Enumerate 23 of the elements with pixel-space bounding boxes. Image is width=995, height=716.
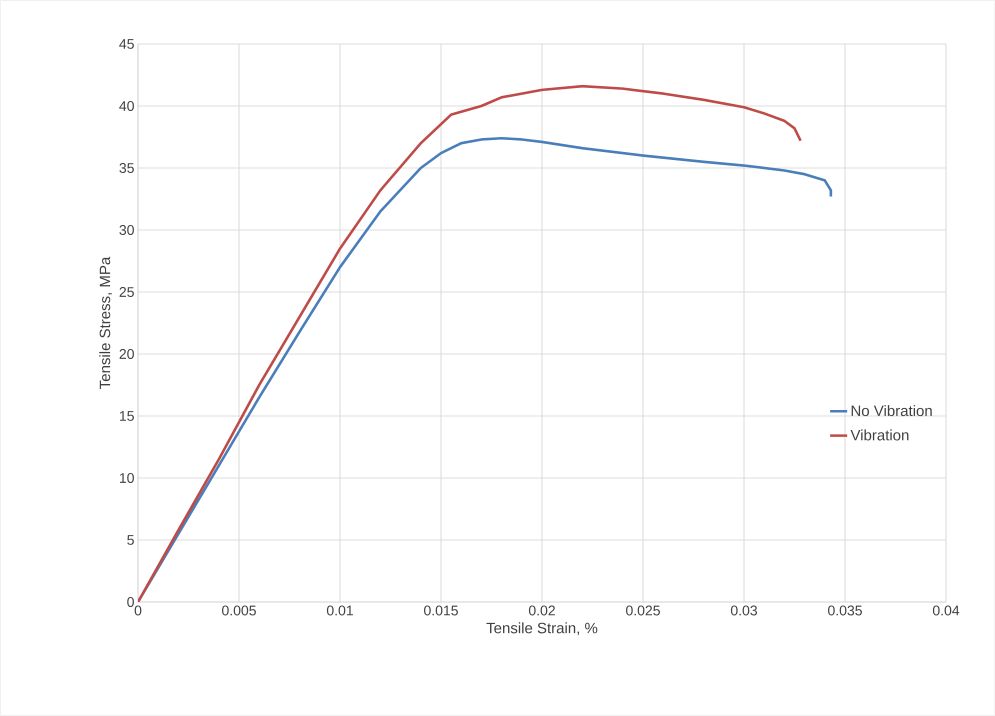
x-tick-label: 0.005: [222, 606, 256, 616]
y-tick-label: 25: [120, 287, 134, 297]
y-tick-label: 40: [119, 101, 134, 111]
y-tick-label: 35: [119, 163, 134, 173]
y-tick-label: 30: [119, 225, 134, 235]
x-tick-label: 0.02: [528, 606, 555, 616]
x-axis-title: Tensile Strain, %: [486, 622, 598, 636]
x-tick-label: 0.03: [730, 606, 758, 616]
y-tick-label: 10: [120, 473, 134, 483]
y-tick-label: 0: [127, 597, 134, 607]
x-tick-label: 0: [134, 606, 142, 616]
x-tick-label: 0.04: [932, 606, 960, 616]
legend-label: Vibration: [850, 429, 908, 440]
legend-label: No Vibration: [852, 405, 932, 416]
y-tick-label: 5: [127, 535, 134, 545]
y-axis-title: Tensile Stress, MPa: [99, 256, 112, 389]
x-tick-label: 0.025: [626, 606, 660, 616]
y-tick-label: 45: [119, 39, 134, 49]
x-tick-label: 0.035: [828, 606, 862, 616]
x-tick-label: 0.015: [424, 606, 458, 616]
x-tick-label: 0.01: [326, 606, 353, 616]
y-tick-label: 15: [120, 411, 134, 421]
y-tick-label: 20: [120, 349, 134, 359]
